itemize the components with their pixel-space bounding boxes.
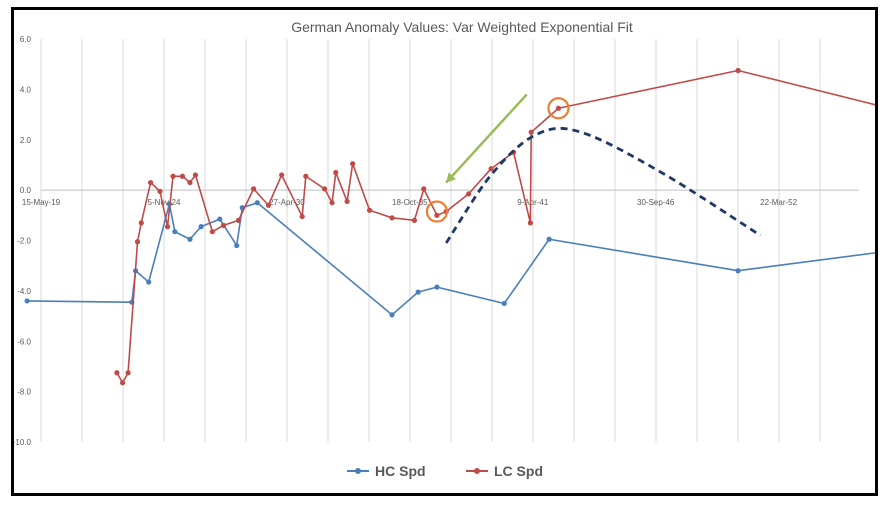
data-point[interactable]: [389, 312, 395, 318]
data-point[interactable]: [114, 370, 120, 376]
legend-entry-hc-spd[interactable]: HC Spd: [347, 463, 426, 479]
legend-entry-lc-spd[interactable]: LC Spd: [466, 463, 543, 479]
data-point[interactable]: [146, 279, 152, 285]
data-point[interactable]: [501, 300, 507, 307]
series-layer: [24, 67, 889, 386]
data-point[interactable]: [434, 284, 440, 290]
data-point[interactable]: [527, 220, 533, 226]
y-tick-label: 2.0: [20, 136, 32, 145]
data-point[interactable]: [546, 236, 552, 242]
data-point[interactable]: [389, 215, 395, 221]
chart-frame[interactable]: German Anomaly Values: Var Weighted Expo…: [11, 7, 889, 496]
data-point[interactable]: [303, 173, 309, 179]
data-point[interactable]: [24, 298, 30, 304]
data-point[interactable]: [179, 173, 186, 179]
data-point[interactable]: [322, 186, 328, 192]
chart-svg: German Anomaly Values: Var Weighted Expo…: [13, 19, 889, 479]
y-tick-label: -10.0: [14, 438, 32, 447]
data-point[interactable]: [366, 207, 373, 213]
x-tick-label: 18-Oct-35: [392, 198, 428, 207]
data-point[interactable]: [333, 169, 339, 176]
x-tick-label: 5-Nov-24: [148, 198, 181, 207]
x-tick-label: 15-May-19: [22, 198, 61, 207]
highlight-circle: [547, 97, 570, 120]
data-point[interactable]: [217, 216, 223, 222]
y-tick-label: -8.0: [17, 388, 31, 397]
data-point[interactable]: [147, 179, 154, 186]
data-point[interactable]: [344, 198, 350, 205]
data-point[interactable]: [415, 289, 421, 295]
y-tick-label: -4.0: [17, 287, 31, 296]
annotations: [425, 93, 762, 244]
data-point[interactable]: [119, 380, 126, 386]
data-point[interactable]: [220, 222, 227, 228]
green-arrow: [445, 93, 528, 184]
series-line: [116, 69, 889, 384]
data-point[interactable]: [411, 217, 418, 223]
data-point[interactable]: [138, 220, 144, 226]
y-tick-label: 0.0: [20, 186, 32, 195]
axes: 6.0 4.0 2.0 0.0 -2.0 -4.0 -6.0 -8.0 -10.0 15-May-…: [13, 35, 859, 447]
y-tick-label: 6.0: [20, 35, 32, 44]
data-point[interactable]: [235, 217, 242, 223]
legend-label: LC Spd: [494, 463, 543, 479]
data-point[interactable]: [192, 172, 199, 178]
data-point[interactable]: [254, 200, 260, 206]
data-point[interactable]: [250, 186, 257, 192]
data-point[interactable]: [265, 202, 272, 208]
data-point[interactable]: [234, 242, 240, 249]
data-point[interactable]: [329, 200, 335, 206]
y-tick-label: 4.0: [20, 85, 32, 94]
data-point[interactable]: [350, 161, 356, 167]
data-point[interactable]: [157, 188, 163, 194]
dashed-trend-curve: [445, 126, 762, 244]
x-tick-label: 27-Apr-30: [269, 198, 305, 207]
data-point[interactable]: [299, 213, 305, 220]
chart-title: German Anomaly Values: Var Weighted Expo…: [291, 19, 633, 35]
gridlines: [40, 39, 821, 442]
data-point[interactable]: [735, 67, 741, 74]
data-point[interactable]: [170, 173, 176, 179]
data-point[interactable]: [528, 129, 534, 135]
data-point[interactable]: [466, 191, 472, 197]
data-point[interactable]: [488, 166, 494, 172]
data-point[interactable]: [421, 186, 427, 192]
series-hc-spd[interactable]: [24, 200, 889, 331]
data-point[interactable]: [125, 370, 131, 376]
data-point[interactable]: [187, 236, 193, 242]
legend-label: HC Spd: [375, 463, 426, 479]
data-point[interactable]: [164, 224, 171, 230]
data-point[interactable]: [434, 212, 440, 218]
y-tick-label: -2.0: [17, 237, 31, 246]
data-point[interactable]: [735, 268, 741, 274]
highlight-circle: [425, 200, 449, 223]
data-point[interactable]: [134, 239, 141, 245]
x-tick-label: 9-Apr-41: [517, 198, 549, 207]
data-point[interactable]: [187, 179, 193, 186]
data-point[interactable]: [279, 172, 285, 178]
x-tick-label: 30-Sep-46: [637, 198, 675, 207]
legend[interactable]: HC Spd LC Spd: [347, 463, 543, 479]
data-point[interactable]: [198, 224, 204, 230]
series-lc-spd[interactable]: [114, 67, 889, 386]
data-point[interactable]: [555, 105, 562, 111]
data-point[interactable]: [172, 229, 178, 235]
data-point[interactable]: [209, 229, 215, 235]
x-tick-label: 22-Mar-52: [760, 198, 797, 207]
y-tick-label: -6.0: [17, 337, 31, 346]
